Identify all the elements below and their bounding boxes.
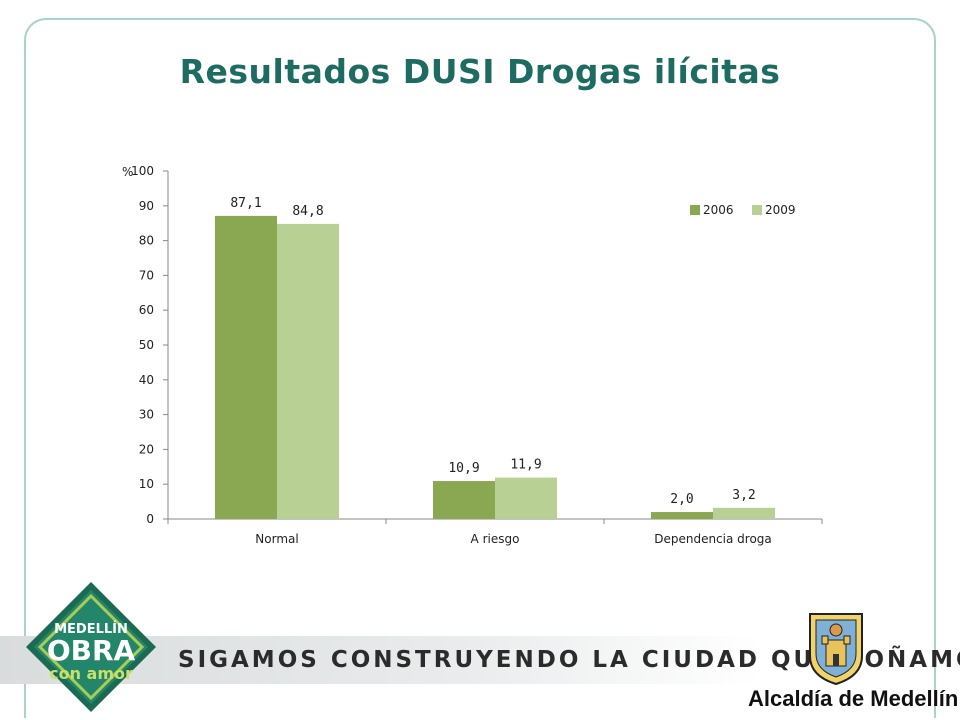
x-tick-label: A riesgo: [471, 532, 520, 546]
y-tick-label: 0: [146, 512, 154, 526]
legend-swatch-2006: [690, 205, 700, 215]
data-label: 84,8: [292, 204, 323, 219]
badge-line3: con amor: [49, 664, 133, 683]
x-tick-label: Dependencia droga: [654, 532, 772, 546]
data-label: 10,9: [448, 461, 479, 476]
y-tick-label: 40: [139, 373, 154, 387]
bar-2009-1: [495, 477, 557, 519]
slide-frame: [24, 18, 936, 718]
data-label: 87,1: [230, 196, 261, 211]
badge-line1: MEDELLÍN: [54, 621, 128, 637]
medellin-crest-icon: [809, 613, 863, 686]
y-tick-label: 10: [139, 477, 154, 491]
badge-line2: OBRA: [47, 634, 136, 667]
bar-2009-2: [713, 507, 775, 519]
bar-2009-0: [277, 223, 339, 519]
y-tick-label: 20: [139, 442, 154, 456]
alcaldia-label: Alcaldía de Medellín: [748, 686, 959, 711]
legend-swatch-2009: [752, 205, 762, 215]
legend-label: 2009: [765, 203, 796, 217]
data-label: 11,9: [510, 458, 541, 473]
bar-2006-2: [651, 512, 713, 519]
bar-2006-1: [433, 481, 495, 519]
bar-2006-0: [215, 215, 277, 519]
data-label: 3,2: [732, 488, 755, 503]
y-tick-label: 70: [139, 268, 154, 282]
y-tick-label: 30: [139, 408, 154, 422]
x-tick-label: Normal: [255, 532, 298, 546]
legend-label: 2006: [703, 203, 734, 217]
y-tick-label: 90: [139, 199, 154, 213]
data-label: 2,0: [670, 492, 693, 507]
medellin-obra-con-amor-logo: MEDELLÍN OBRA con amor: [26, 582, 156, 712]
page-title: Resultados DUSI Drogas ilícitas: [179, 52, 781, 91]
y-tick-label: 50: [139, 338, 154, 352]
y-tick-label: 80: [139, 234, 154, 248]
y-axis-unit: %: [122, 165, 133, 179]
y-tick-label: 100: [131, 164, 154, 178]
y-tick-label: 60: [139, 303, 154, 317]
